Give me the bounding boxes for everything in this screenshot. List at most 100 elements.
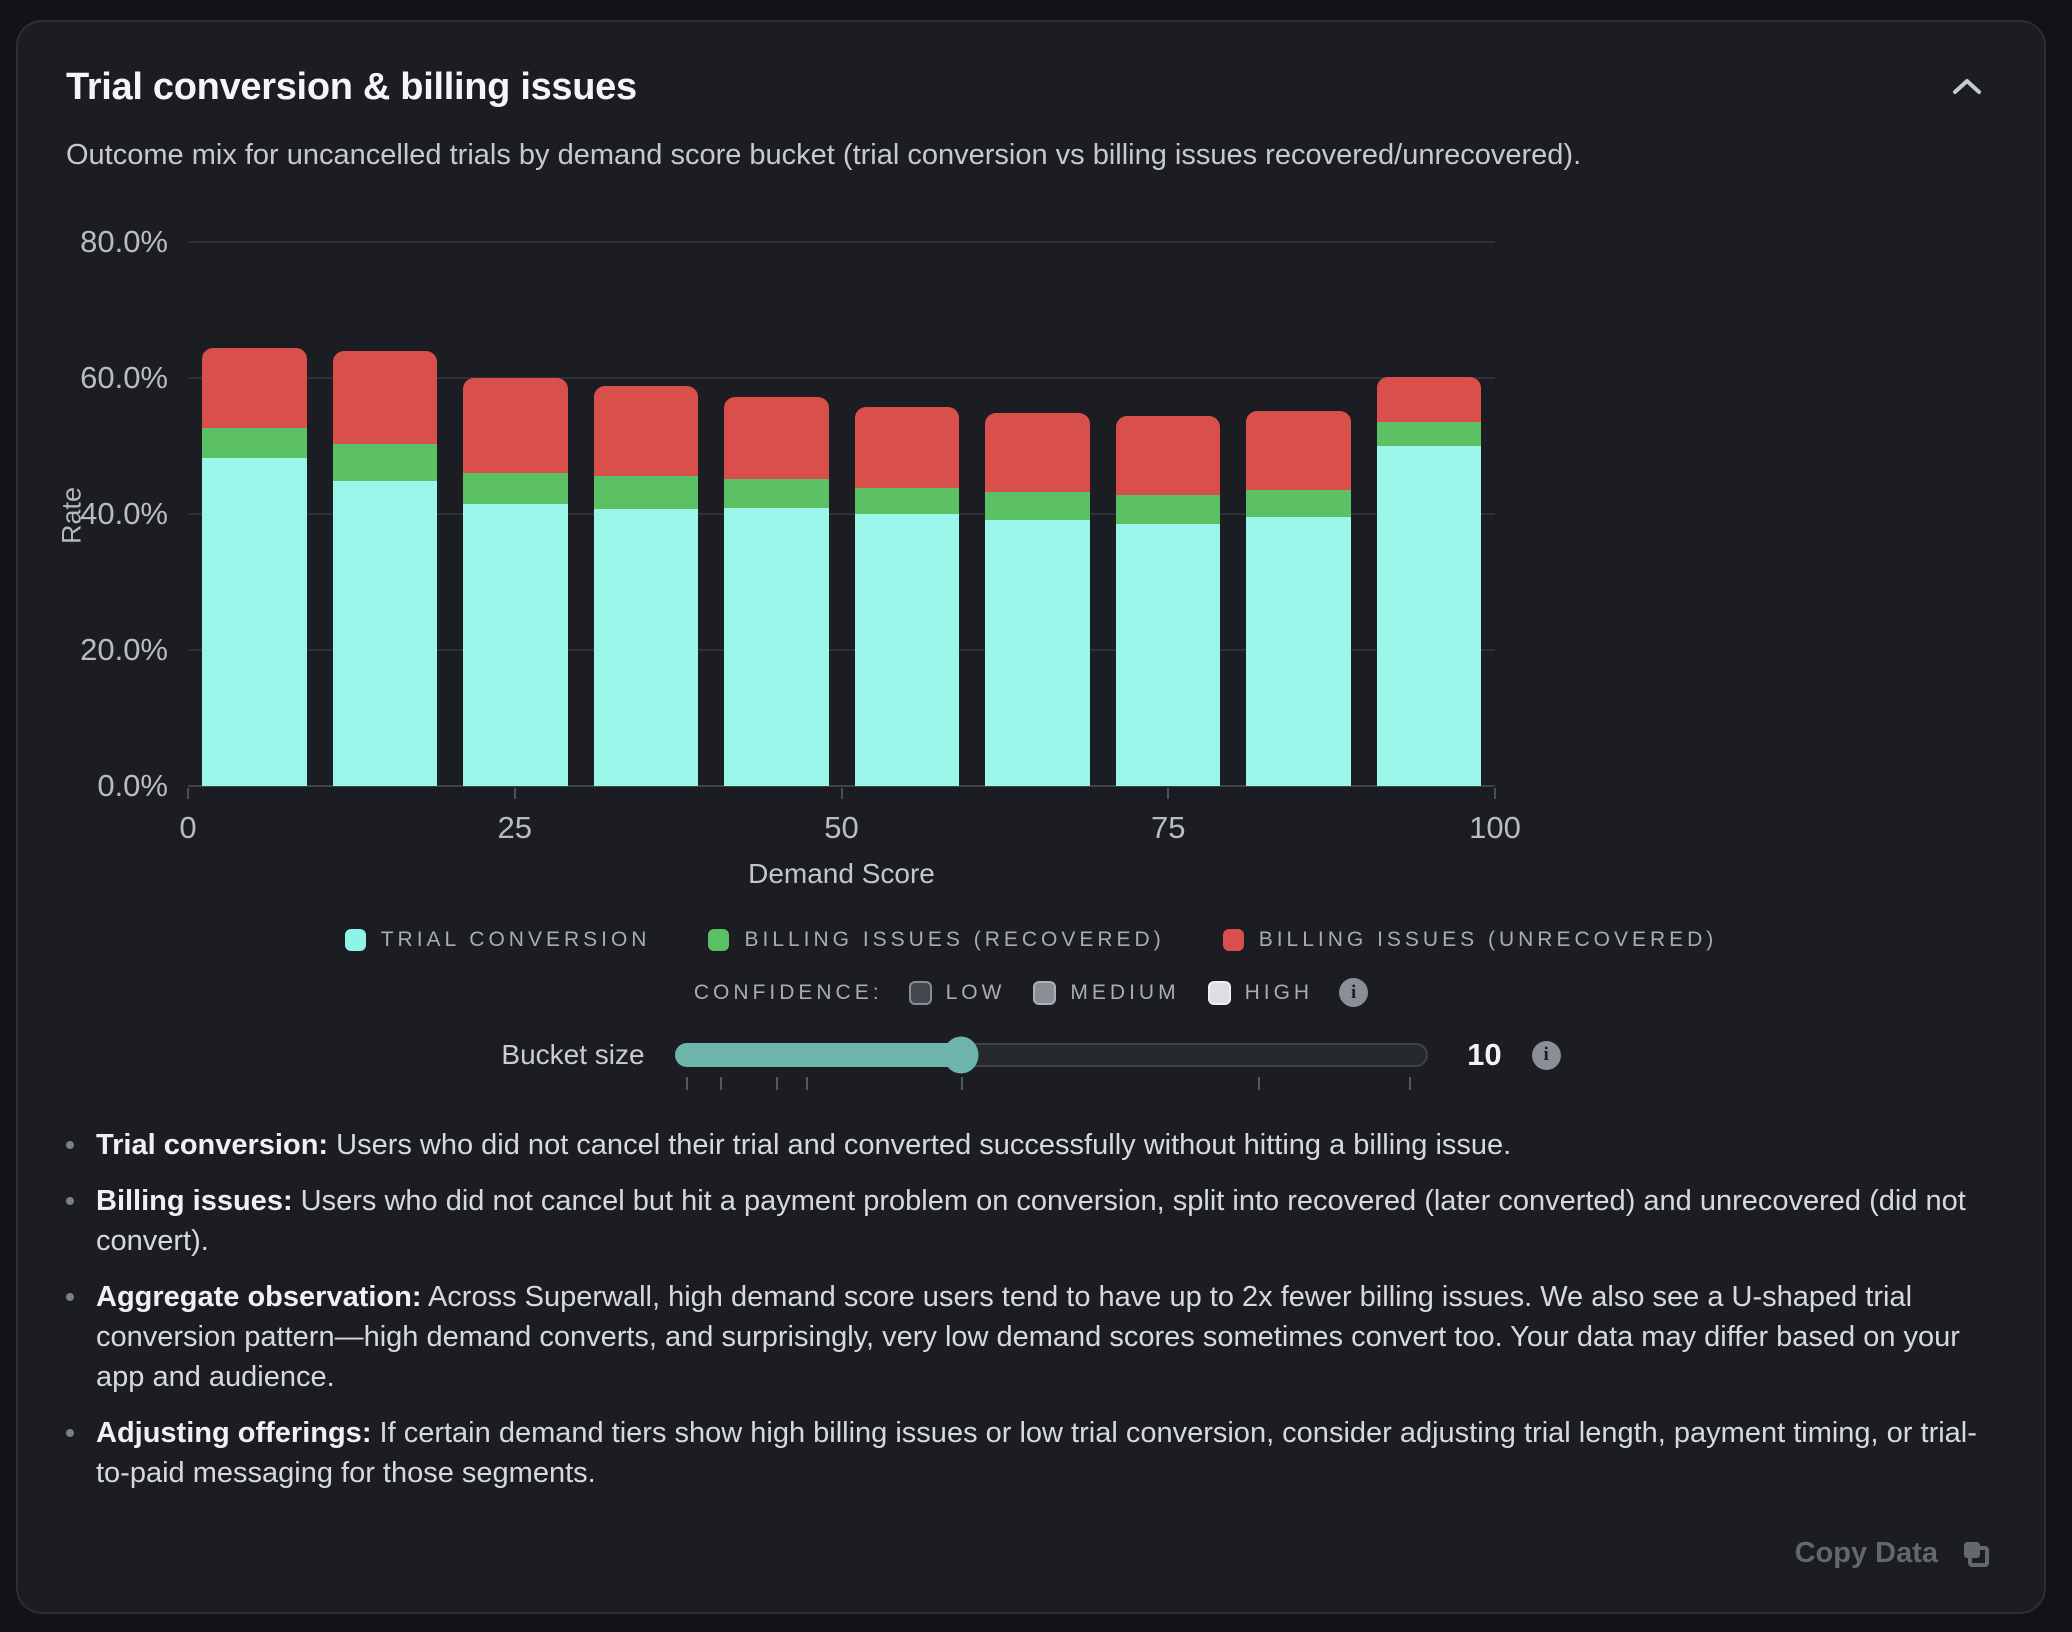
segment-trial-conversion xyxy=(854,514,959,786)
bar-bucket-30-40[interactable] xyxy=(593,386,698,786)
legend-label: TRIAL CONVERSION xyxy=(380,928,651,951)
legend-item-billing-issues-recovered-[interactable]: BILLING ISSUES (RECOVERED) xyxy=(708,928,1164,952)
bucket-size-label: Bucket size xyxy=(501,1039,645,1070)
segment-billing-issues-unrecovered- xyxy=(463,378,568,473)
y-tick-label: 20.0% xyxy=(80,632,168,667)
x-tick-label: 0 xyxy=(179,810,197,845)
y-tick-label: 40.0% xyxy=(80,496,168,531)
bucket-size-info-icon[interactable]: i xyxy=(1531,1040,1561,1070)
segment-billing-issues-unrecovered- xyxy=(593,386,698,476)
copy-data-button[interactable]: Copy Data xyxy=(1795,1537,1992,1570)
x-tick-label: 100 xyxy=(1469,810,1521,845)
segment-billing-issues-unrecovered- xyxy=(724,397,829,480)
confidence-options: LOW MEDIUM HIGH xyxy=(908,980,1314,1005)
collapse-button[interactable] xyxy=(1950,76,1984,103)
segment-billing-issues-unrecovered- xyxy=(1115,416,1220,495)
segment-billing-issues-recovered- xyxy=(985,492,1090,521)
plot-area: Rate 0.0% 20.0% 40.0% 60.0% 80.0% 0 25 50 75 100 xyxy=(57,224,1521,845)
legend-swatch xyxy=(1222,929,1244,951)
x-tick-mark xyxy=(513,788,516,799)
gridline-40 xyxy=(188,513,1495,515)
segment-trial-conversion xyxy=(1376,446,1481,786)
segment-trial-conversion xyxy=(202,457,307,786)
bullet-icon xyxy=(66,1141,74,1149)
bar-bucket-70-80[interactable] xyxy=(1115,416,1220,786)
gridline-0 xyxy=(188,785,1495,787)
note-text: Adjusting offerings: If certain demand t… xyxy=(96,1417,1977,1490)
confidence-option-label: HIGH xyxy=(1244,980,1314,1004)
legend-item-billing-issues-unrecovered-[interactable]: BILLING ISSUES (UNRECOVERED) xyxy=(1222,928,1718,952)
y-tick-label: 0.0% xyxy=(97,768,168,803)
confidence-option-high[interactable]: HIGH xyxy=(1207,980,1314,1005)
x-tick-label: 50 xyxy=(824,810,859,845)
segment-billing-issues-recovered- xyxy=(463,472,568,504)
x-tick-label: 25 xyxy=(497,810,532,845)
legend-label: BILLING ISSUES (UNRECOVERED) xyxy=(1258,928,1718,951)
card-header: Trial conversion & billing issues xyxy=(66,66,1996,109)
legend-swatch xyxy=(344,929,366,951)
confidence-option-medium[interactable]: MEDIUM xyxy=(1033,980,1180,1005)
segment-billing-issues-recovered- xyxy=(724,479,829,508)
chart-card: Trial conversion & billing issues Outcom… xyxy=(16,20,2046,1614)
segment-billing-issues-unrecovered- xyxy=(202,348,307,429)
bar-bucket-50-60[interactable] xyxy=(854,406,959,786)
slider-tick xyxy=(1408,1077,1411,1090)
bullet-icon xyxy=(66,1429,74,1438)
legend-item-trial-conversion[interactable]: TRIAL CONVERSION xyxy=(344,928,651,952)
segment-trial-conversion xyxy=(332,481,437,786)
checkbox-low[interactable] xyxy=(908,980,932,1005)
y-tick-label: 80.0% xyxy=(80,224,168,259)
gridline-80 xyxy=(188,241,1495,243)
x-axis-title: Demand Score xyxy=(748,858,935,889)
x-tick-mark xyxy=(187,788,189,799)
checkbox-medium[interactable] xyxy=(1033,980,1057,1005)
bullet-icon xyxy=(66,1197,74,1206)
slider-tick xyxy=(806,1077,809,1090)
note-text: Trial conversion: Users who did not canc… xyxy=(96,1129,1512,1161)
chevron-up-icon xyxy=(1953,79,1981,94)
segment-billing-issues-unrecovered- xyxy=(854,406,959,489)
confidence-label: CONFIDENCE: xyxy=(693,980,883,1004)
bar-bucket-80-90[interactable] xyxy=(1246,411,1351,786)
slider-thumb[interactable] xyxy=(943,1036,979,1074)
chart: Rate 0.0% 20.0% 40.0% 60.0% 80.0% 0 25 50 75 100 … xyxy=(57,224,1996,890)
x-tick-mark xyxy=(840,788,843,799)
slider-fill xyxy=(674,1043,961,1067)
segment-billing-issues-recovered- xyxy=(854,488,959,514)
note-item: Adjusting offerings: If certain demand t… xyxy=(66,1413,1996,1493)
segment-trial-conversion xyxy=(593,508,698,786)
confidence-row: CONFIDENCE: LOW MEDIUM HIGH i xyxy=(66,978,1996,1007)
page-title: Trial conversion & billing issues xyxy=(66,66,637,108)
checkbox-high[interactable] xyxy=(1207,980,1231,1005)
gridline-20 xyxy=(188,649,1495,651)
bullet-icon xyxy=(66,1293,74,1302)
x-tick-label: 75 xyxy=(1151,810,1186,845)
bar-bucket-90-100[interactable] xyxy=(1376,376,1481,786)
bucket-size-slider[interactable] xyxy=(674,1036,1428,1090)
slider-tick xyxy=(719,1077,722,1090)
notes-list: Trial conversion: Users who did not canc… xyxy=(66,1125,1996,1493)
x-tick-mark xyxy=(1494,788,1496,799)
legend: TRIAL CONVERSION BILLING ISSUES (RECOVERE… xyxy=(66,928,1996,952)
segment-billing-issues-recovered- xyxy=(332,443,437,482)
confidence-option-low[interactable]: LOW xyxy=(908,980,1006,1005)
confidence-option-label: MEDIUM xyxy=(1070,980,1180,1004)
note-text: Billing issues: Users who did not cancel… xyxy=(96,1185,1966,1258)
confidence-info-icon[interactable]: i xyxy=(1339,978,1369,1007)
segment-billing-issues-unrecovered- xyxy=(1376,376,1481,423)
bar-bucket-60-70[interactable] xyxy=(985,412,1090,786)
copy-icon xyxy=(1964,1541,1989,1567)
y-tick-label: 60.0% xyxy=(80,360,168,395)
segment-billing-issues-recovered- xyxy=(593,475,698,509)
bar-bucket-10-20[interactable] xyxy=(332,350,437,786)
x-tick-mark xyxy=(1167,788,1170,799)
slider-tick xyxy=(685,1077,688,1090)
bar-bucket-20-30[interactable] xyxy=(463,378,568,786)
segment-trial-conversion xyxy=(463,503,568,786)
bucket-size-row: Bucket size 10 i xyxy=(66,1036,1996,1090)
segment-trial-conversion xyxy=(985,520,1090,786)
bar-bucket-0-10[interactable] xyxy=(202,348,307,786)
bar-bucket-40-50[interactable] xyxy=(724,397,829,786)
segment-billing-issues-unrecovered- xyxy=(332,350,437,444)
segment-trial-conversion xyxy=(1246,517,1351,786)
